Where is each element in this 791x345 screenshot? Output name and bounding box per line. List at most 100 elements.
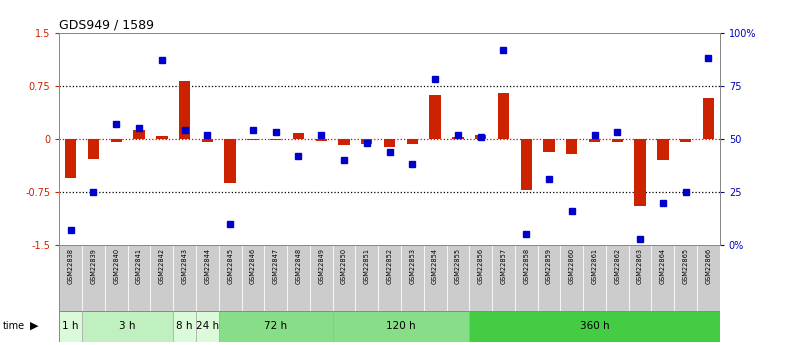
Bar xyxy=(225,139,236,183)
Text: GDS949 / 1589: GDS949 / 1589 xyxy=(59,19,154,32)
Bar xyxy=(293,133,305,139)
Bar xyxy=(241,245,264,310)
Bar xyxy=(333,245,355,310)
Text: GSM22860: GSM22860 xyxy=(569,248,575,284)
Bar xyxy=(446,245,469,310)
Bar xyxy=(378,245,401,310)
Bar xyxy=(59,245,82,310)
Bar xyxy=(179,81,191,139)
Text: GSM22840: GSM22840 xyxy=(113,248,119,284)
Bar xyxy=(697,245,720,310)
Text: GSM22843: GSM22843 xyxy=(182,248,187,284)
Bar xyxy=(287,245,310,310)
Bar xyxy=(333,310,469,342)
Text: 24 h: 24 h xyxy=(196,321,219,331)
Bar xyxy=(88,139,99,159)
Bar xyxy=(127,245,150,310)
Text: GSM22839: GSM22839 xyxy=(90,248,97,284)
Text: GSM22856: GSM22856 xyxy=(478,248,483,284)
Bar xyxy=(401,245,424,310)
Text: GSM22853: GSM22853 xyxy=(410,248,415,284)
Bar xyxy=(82,245,105,310)
Bar xyxy=(629,245,652,310)
Bar xyxy=(310,245,333,310)
Text: GSM22844: GSM22844 xyxy=(204,248,210,284)
Text: 72 h: 72 h xyxy=(264,321,287,331)
Bar xyxy=(196,245,219,310)
Bar xyxy=(424,245,446,310)
Text: ▶: ▶ xyxy=(30,321,39,331)
Text: GSM22846: GSM22846 xyxy=(250,248,256,284)
Text: GSM22845: GSM22845 xyxy=(227,248,233,284)
Bar xyxy=(475,135,486,139)
Text: GSM22848: GSM22848 xyxy=(296,248,301,284)
Bar xyxy=(355,245,378,310)
Bar xyxy=(680,139,691,142)
Text: GSM22862: GSM22862 xyxy=(615,248,620,284)
Text: 3 h: 3 h xyxy=(119,321,136,331)
Bar xyxy=(589,139,600,142)
Bar xyxy=(134,130,145,139)
Text: GSM22847: GSM22847 xyxy=(273,248,278,284)
Bar xyxy=(105,245,127,310)
Text: GSM22842: GSM22842 xyxy=(159,248,165,284)
Bar xyxy=(430,95,441,139)
Text: GSM22859: GSM22859 xyxy=(546,248,552,284)
Text: GSM22838: GSM22838 xyxy=(68,248,74,284)
Bar xyxy=(498,93,509,139)
Text: GSM22866: GSM22866 xyxy=(706,248,711,284)
Bar xyxy=(702,98,714,139)
Bar xyxy=(492,245,515,310)
Bar xyxy=(202,139,213,142)
Text: GSM22865: GSM22865 xyxy=(683,248,689,284)
Bar xyxy=(339,139,350,145)
Text: GSM22841: GSM22841 xyxy=(136,248,142,284)
Bar xyxy=(606,245,629,310)
Text: GSM22854: GSM22854 xyxy=(432,248,438,284)
Text: 1 h: 1 h xyxy=(62,321,79,331)
Bar xyxy=(248,139,259,140)
Bar xyxy=(196,310,219,342)
Bar xyxy=(111,139,122,142)
Text: time: time xyxy=(2,321,25,331)
Text: GSM22863: GSM22863 xyxy=(637,248,643,284)
Bar xyxy=(657,139,668,160)
Text: GSM22864: GSM22864 xyxy=(660,248,666,284)
Text: GSM22852: GSM22852 xyxy=(387,248,392,284)
Bar xyxy=(156,136,168,139)
Text: GSM22857: GSM22857 xyxy=(501,248,506,284)
Bar xyxy=(264,245,287,310)
Bar xyxy=(652,245,674,310)
Bar xyxy=(469,245,492,310)
Text: 360 h: 360 h xyxy=(580,321,609,331)
Bar xyxy=(674,245,697,310)
Text: GSM22851: GSM22851 xyxy=(364,248,369,284)
Bar xyxy=(59,310,82,342)
Bar xyxy=(634,139,645,206)
Bar xyxy=(543,139,554,151)
Bar xyxy=(515,245,538,310)
Bar xyxy=(452,137,464,139)
Bar xyxy=(82,310,173,342)
Text: 8 h: 8 h xyxy=(176,321,193,331)
Text: GSM22861: GSM22861 xyxy=(592,248,597,284)
Bar xyxy=(173,310,196,342)
Bar xyxy=(173,245,196,310)
Bar xyxy=(384,139,396,147)
Bar xyxy=(469,310,720,342)
Text: 120 h: 120 h xyxy=(386,321,416,331)
Text: GSM22849: GSM22849 xyxy=(318,248,324,284)
Bar xyxy=(316,139,327,141)
Bar xyxy=(560,245,583,310)
Text: GSM22858: GSM22858 xyxy=(523,248,529,284)
Bar xyxy=(219,310,333,342)
Text: GSM22855: GSM22855 xyxy=(455,248,461,284)
Bar xyxy=(611,139,623,142)
Bar xyxy=(150,245,173,310)
Bar xyxy=(583,245,606,310)
Bar xyxy=(520,139,532,190)
Bar xyxy=(361,139,373,144)
Bar xyxy=(566,139,577,155)
Text: GSM22850: GSM22850 xyxy=(341,248,347,284)
Bar xyxy=(270,139,282,140)
